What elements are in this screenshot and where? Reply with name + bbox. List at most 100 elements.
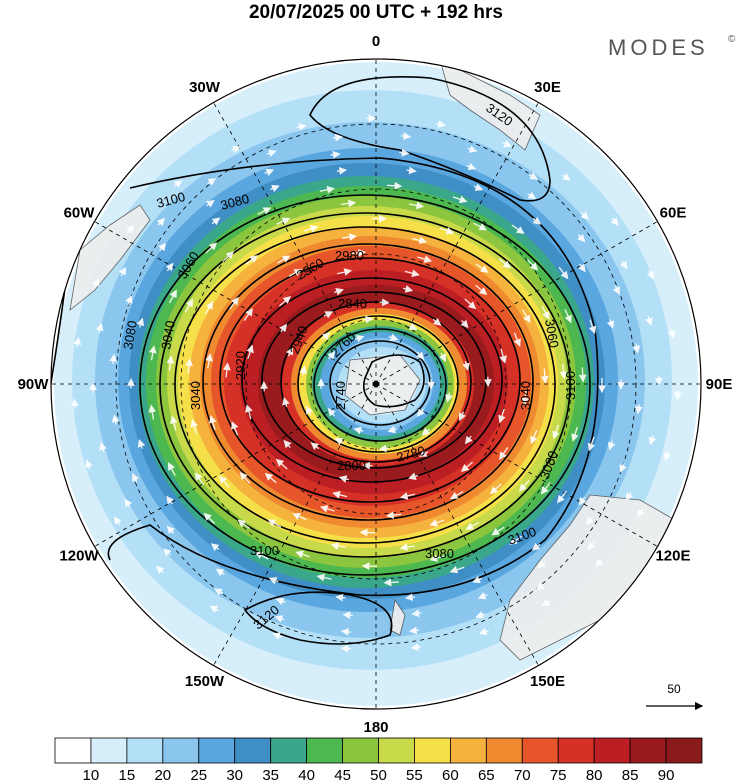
wind-vector	[404, 593, 416, 602]
wind-vector	[473, 183, 484, 191]
wind-vector	[269, 184, 280, 193]
wind-vector	[219, 475, 230, 488]
wind-vector	[552, 424, 560, 440]
wind-vector	[386, 181, 403, 190]
wind-vector	[663, 451, 672, 462]
wind-vector	[432, 317, 442, 326]
wind-vector	[278, 295, 292, 307]
wind-vector	[379, 298, 390, 307]
wind-vector	[305, 405, 314, 416]
wind-vector	[518, 479, 530, 492]
wind-vector	[173, 180, 183, 188]
wind-vector	[362, 461, 373, 470]
wind-vector	[330, 150, 341, 159]
wind-vector	[540, 482, 551, 495]
wind-vector	[541, 599, 551, 607]
wind-vector	[354, 334, 365, 343]
colorbar-label: 45	[334, 767, 351, 782]
wind-vector	[166, 495, 175, 505]
contour-3100	[107, 157, 599, 597]
wind-vector	[410, 643, 421, 651]
map-boundary	[50, 58, 702, 710]
wind-vector	[210, 543, 220, 552]
wind-vector	[467, 145, 478, 153]
wind-vector	[170, 415, 178, 431]
colorbar-label: 15	[119, 767, 136, 782]
meridian-line	[375, 102, 539, 385]
wind-vector	[275, 458, 288, 470]
colorbar-swatch	[342, 737, 379, 764]
contour-2800	[297, 315, 459, 453]
wind-vector	[335, 593, 346, 602]
wind-vector	[532, 216, 542, 225]
wind-vector	[412, 236, 428, 245]
wind-vector	[111, 414, 120, 425]
colorbar-label: 85	[622, 767, 639, 782]
wind-vector	[295, 550, 310, 559]
wind-vector	[527, 191, 537, 200]
longitude-label: 120W	[59, 548, 99, 565]
wind-vector	[276, 255, 291, 264]
longitude-label: 0	[372, 33, 380, 50]
wind-vector	[73, 336, 82, 348]
wind-vector	[341, 233, 358, 241]
wind-vector	[148, 404, 157, 420]
wind-vector	[319, 185, 335, 194]
wind-vector	[109, 353, 118, 365]
map-disc: 3120 3100 3100 3100 3100 3120 3080 3080 …	[51, 59, 701, 709]
wind-vector	[274, 615, 285, 623]
contour-label: 2800	[337, 458, 366, 473]
wind-vector	[330, 542, 346, 550]
wind-vector	[338, 475, 349, 483]
wind-vector	[588, 319, 597, 335]
wind-vector	[132, 473, 140, 483]
contour-2840	[280, 301, 472, 463]
wind-vector	[257, 207, 272, 215]
contour-label: 3080	[425, 546, 454, 561]
meridian-line	[375, 221, 658, 385]
wind-vector	[502, 140, 512, 148]
contour-label: 2740	[333, 381, 348, 410]
wind-vector	[266, 149, 277, 157]
wind-vector	[632, 343, 641, 354]
colorbar-label: 75	[550, 767, 567, 782]
wind-vector	[85, 459, 93, 470]
wind-vector	[606, 318, 615, 329]
contour-3120-north	[309, 76, 551, 202]
contour-2960	[219, 257, 521, 503]
contour-3080	[139, 194, 591, 576]
colorbar-swatch	[629, 737, 667, 764]
wind-vector	[499, 447, 509, 460]
wind-vector	[292, 513, 307, 521]
colorbar-swatch	[234, 737, 272, 764]
contour-label: 2840	[338, 296, 367, 311]
wind-vector	[165, 262, 174, 272]
wind-vector	[268, 577, 279, 585]
wind-vector	[416, 408, 425, 417]
wind-vector	[95, 322, 104, 333]
wind-vector	[439, 227, 455, 235]
wind-vector	[558, 266, 569, 280]
wind-vector	[92, 277, 100, 288]
wind-vector	[411, 609, 422, 618]
contour-label: 3080	[219, 191, 251, 213]
colorbar-swatch	[557, 737, 595, 764]
colorbar-label: 65	[478, 767, 495, 782]
brand-text: MODES	[608, 35, 709, 60]
longitude-label: 120E	[655, 548, 690, 565]
wind-vector	[509, 535, 523, 545]
wind-vector	[158, 242, 167, 252]
wind-vector	[499, 348, 507, 364]
wind-vector	[477, 591, 488, 600]
wind-vector	[316, 573, 332, 582]
wind-vector	[438, 352, 447, 363]
wind-vector	[489, 483, 502, 495]
wind-vector	[435, 120, 447, 128]
wind-vector	[637, 508, 645, 518]
wind-vector	[408, 201, 425, 210]
wind-vector	[383, 578, 399, 587]
wind-vector	[668, 328, 676, 339]
wind-vector	[404, 269, 420, 277]
wind-vector	[445, 392, 453, 403]
contour-label: 3100	[250, 543, 279, 558]
